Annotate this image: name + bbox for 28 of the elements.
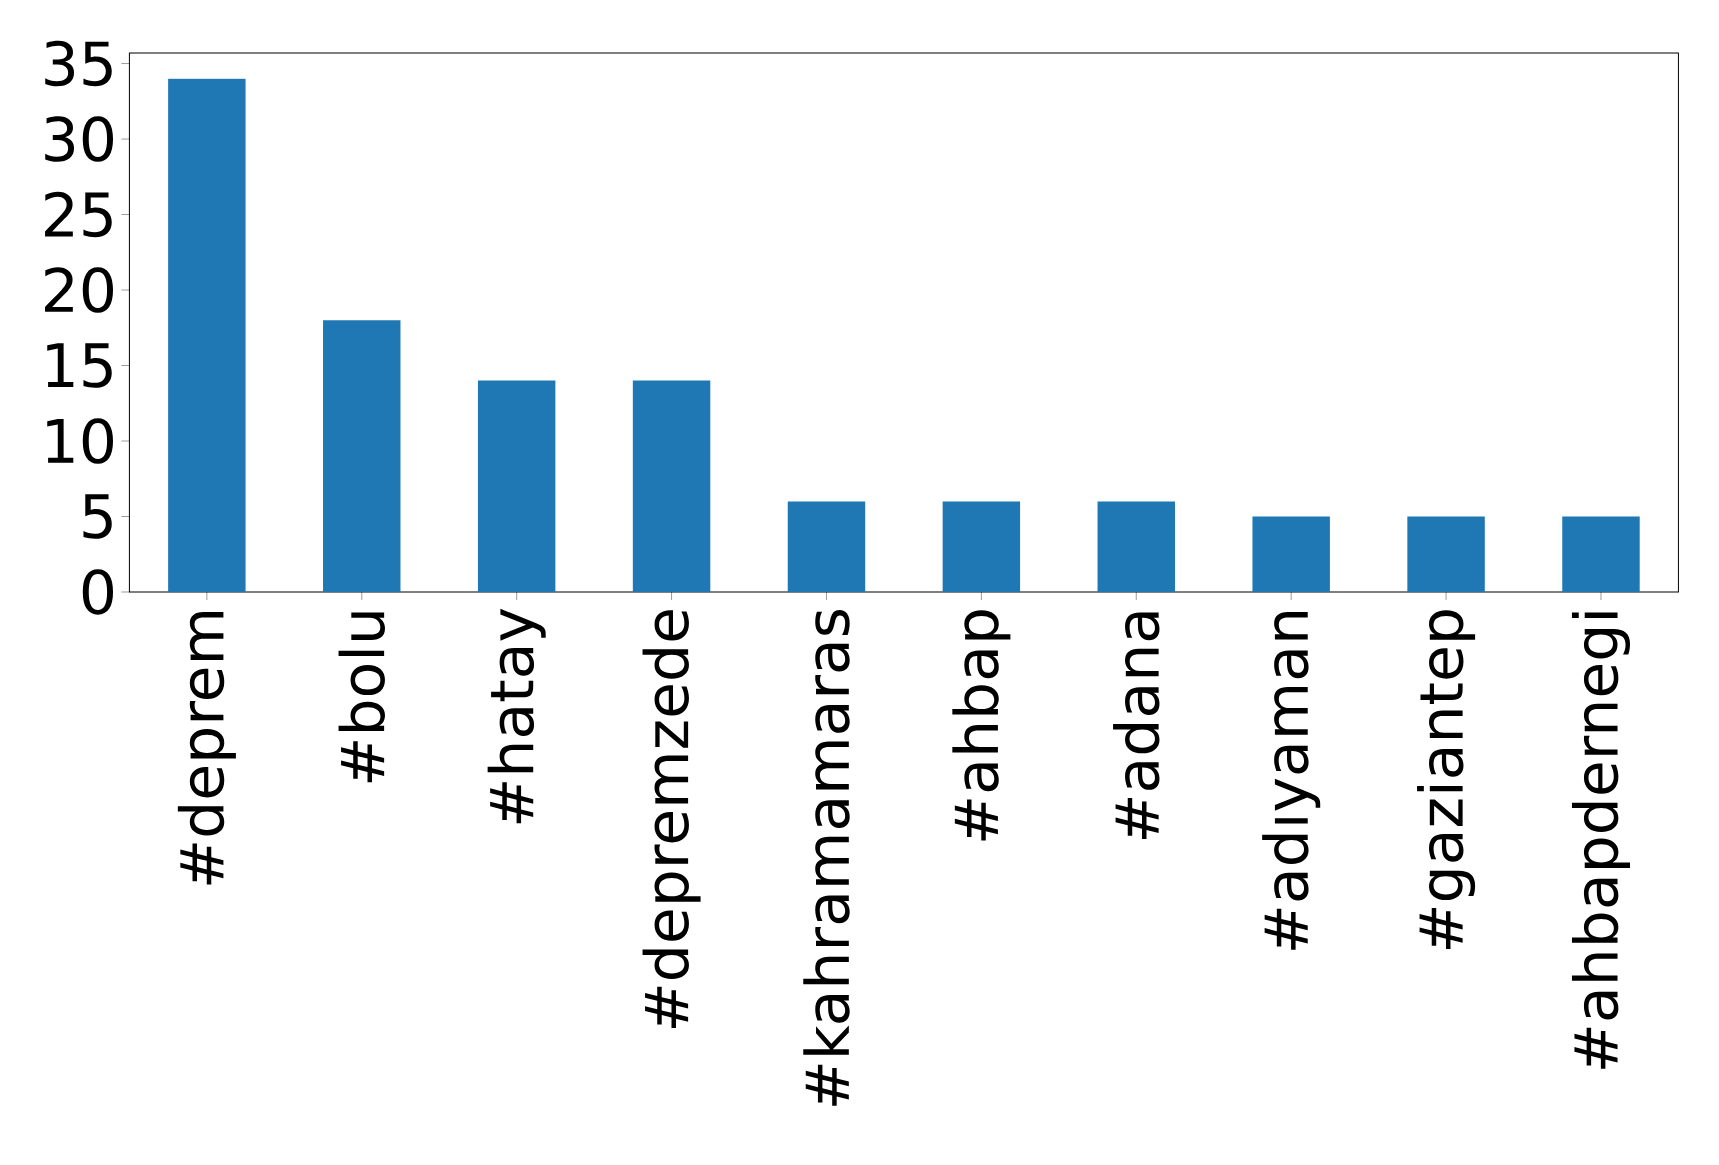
y-tick-label: 35 bbox=[45, 40, 112, 87]
x-tick-label: #gaziantep bbox=[1417, 610, 1476, 950]
bar bbox=[323, 320, 401, 592]
y-tick-label: 20 bbox=[45, 267, 114, 313]
y-tick-label: 30 bbox=[45, 116, 114, 162]
bar bbox=[168, 78, 246, 592]
bar bbox=[1097, 501, 1175, 592]
x-tick-label: #ahbap bbox=[952, 610, 1011, 841]
bar bbox=[787, 501, 866, 592]
bar bbox=[1252, 516, 1330, 592]
x-tick-label: #kahramamaras bbox=[803, 609, 850, 1106]
x-tick-label: #hatay bbox=[487, 608, 546, 824]
y-tick-label: 25 bbox=[45, 191, 112, 238]
x-tick-label: #depremzede bbox=[642, 610, 701, 1028]
bar bbox=[477, 380, 556, 592]
x-tick-label: #deprem bbox=[177, 612, 236, 885]
y-tick-label: 15 bbox=[47, 343, 112, 388]
y-tick-label: 0 bbox=[82, 569, 114, 615]
x-tick-label: #adana bbox=[1113, 612, 1160, 840]
x-tick-label: #ahbapdernegi bbox=[1571, 612, 1631, 1069]
bar bbox=[1407, 516, 1485, 592]
bar bbox=[632, 380, 711, 592]
y-tick-label: 5 bbox=[83, 494, 112, 539]
bar bbox=[1562, 516, 1640, 592]
y-tick-label: 10 bbox=[47, 418, 114, 464]
x-tick-label: #adıyaman bbox=[1262, 612, 1321, 950]
bar bbox=[942, 501, 1021, 592]
x-tick-label: #bolu bbox=[338, 612, 385, 783]
